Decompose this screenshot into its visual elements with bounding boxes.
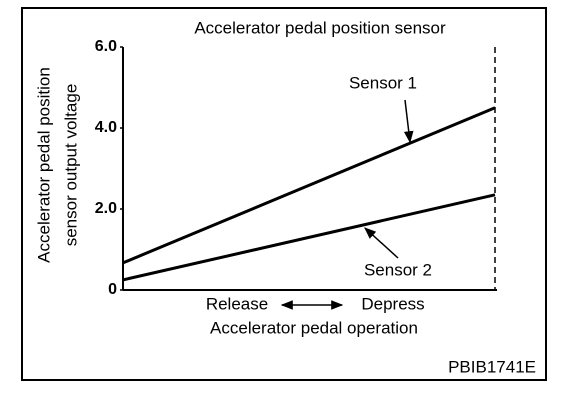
chart-title: Accelerator pedal position sensor	[194, 18, 446, 37]
y-axis-label: sensor output voltage	[61, 84, 80, 247]
callout-arrow	[403, 99, 414, 144]
y-tick-label: 6.0	[95, 38, 117, 55]
series-line	[122, 106, 496, 265]
annotation: PBIB1741E	[448, 357, 536, 376]
y-tick-label: 0	[108, 281, 117, 298]
callout-arrow	[364, 227, 399, 259]
series-label: Sensor 1	[349, 73, 417, 92]
x-axis-label: Accelerator pedal operation	[210, 318, 418, 337]
y-tick-label: 2.0	[95, 200, 117, 217]
series-label: Sensor 2	[364, 260, 432, 279]
y-axis-label: Accelerator pedal position	[34, 67, 53, 263]
frame	[21, 7, 547, 381]
x-tick-label: Release	[206, 294, 268, 313]
x-tick-label: Depress	[361, 294, 424, 313]
series-line	[122, 193, 496, 282]
y-tick-label: 4.0	[95, 119, 117, 136]
